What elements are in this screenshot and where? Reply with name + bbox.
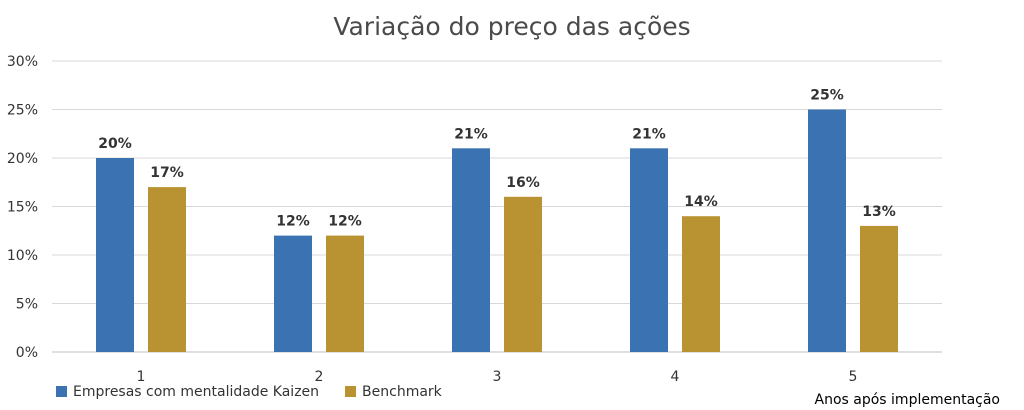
x-tick-label: 3 — [493, 369, 502, 385]
y-axis-ticks: 0% 5% 10% 15% 20% 25% 30% — [7, 54, 38, 361]
bar-benchmark — [860, 225, 898, 352]
bar-benchmark — [504, 196, 542, 352]
legend-swatch — [56, 386, 67, 397]
x-axis-ticks: 1 2 3 4 5 — [137, 369, 858, 385]
bar-kaizen — [274, 235, 312, 352]
legend: Empresas com mentalidade Kaizen Benchmark — [56, 384, 443, 400]
legend-swatch — [345, 386, 357, 397]
y-tick-label: 10% — [7, 248, 38, 264]
data-label: 17% — [150, 165, 184, 181]
data-label: 12% — [328, 214, 362, 230]
data-label: 16% — [506, 175, 540, 191]
data-label: 20% — [98, 136, 132, 152]
bar-benchmark — [148, 187, 186, 352]
x-tick-label: 4 — [671, 369, 680, 385]
x-axis-label: Anos após implementação — [815, 392, 1001, 408]
y-tick-label: 20% — [7, 151, 38, 167]
y-tick-label: 30% — [7, 54, 38, 70]
bar-kaizen — [96, 158, 134, 352]
data-label: 25% — [810, 88, 844, 104]
data-label: 21% — [454, 126, 488, 142]
bars — [96, 109, 898, 352]
bar-kaizen — [630, 148, 668, 352]
data-label: 13% — [862, 204, 896, 220]
data-label: 21% — [632, 126, 666, 142]
legend-item: Empresas com mentalidade Kaizen — [56, 384, 319, 400]
legend-label: Benchmark — [362, 384, 443, 400]
data-labels: 20% 17% 12% 12% 21% 16% 21% 14% 25% 13% — [98, 88, 896, 230]
bar-kaizen — [808, 109, 846, 352]
data-label: 14% — [684, 194, 718, 210]
chart-title: Variação do preço das ações — [333, 12, 690, 41]
data-label: 12% — [276, 214, 310, 230]
bar-benchmark — [326, 235, 364, 352]
y-tick-label: 25% — [7, 103, 38, 119]
x-tick-label: 5 — [849, 369, 858, 385]
gridlines — [52, 60, 942, 353]
y-tick-label: 15% — [7, 200, 38, 216]
y-tick-label: 5% — [16, 297, 38, 313]
x-tick-label: 2 — [315, 369, 324, 385]
legend-label: Empresas com mentalidade Kaizen — [73, 384, 319, 400]
bar-kaizen — [452, 148, 490, 352]
y-tick-label: 0% — [16, 345, 38, 361]
x-tick-label: 1 — [137, 369, 146, 385]
legend-item: Benchmark — [345, 384, 443, 400]
bar-benchmark — [682, 216, 720, 352]
